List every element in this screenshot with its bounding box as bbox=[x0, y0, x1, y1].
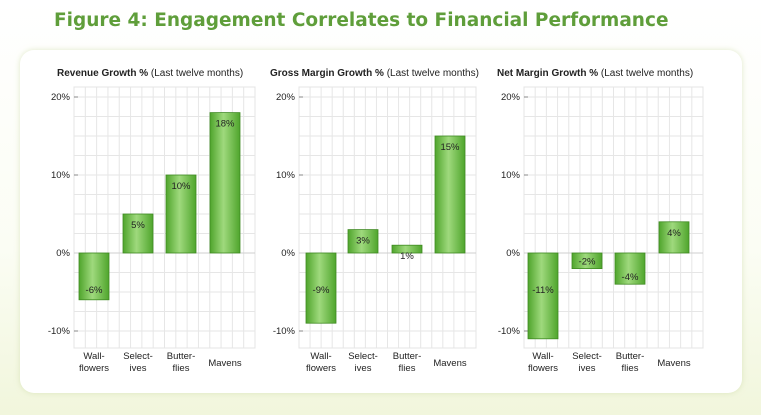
data-label: -6% bbox=[86, 285, 103, 296]
y-tick-label: 10% bbox=[501, 170, 521, 181]
data-label: -2% bbox=[579, 257, 596, 268]
chart-title-rest: (Last twelve months) bbox=[601, 68, 693, 79]
data-label: 5% bbox=[131, 220, 145, 231]
data-label: 18% bbox=[215, 119, 235, 130]
category-label: Wall- bbox=[310, 351, 331, 362]
bar bbox=[434, 135, 466, 254]
bar bbox=[527, 252, 559, 340]
data-label: 10% bbox=[171, 181, 191, 192]
y-tick-label: -10% bbox=[273, 326, 296, 337]
bar bbox=[305, 252, 337, 324]
y-tick-label: 0% bbox=[281, 248, 295, 259]
category-label: flowers bbox=[306, 363, 336, 374]
category-label: Select- bbox=[123, 351, 153, 362]
category-label: Mavens bbox=[208, 358, 242, 369]
chart-title: Net Margin Growth % (Last twelve months) bbox=[497, 68, 693, 79]
y-tick-label: 20% bbox=[51, 92, 71, 103]
bar bbox=[391, 244, 423, 254]
bar bbox=[165, 174, 197, 254]
data-label: 4% bbox=[667, 228, 681, 239]
chart-title-rest: (Last twelve months) bbox=[151, 68, 243, 79]
category-label: flowers bbox=[79, 363, 109, 374]
y-tick-label: 20% bbox=[276, 92, 296, 103]
category-label: Butter- bbox=[616, 351, 645, 362]
chart-panel-3: Net Margin Growth % (Last twelve months)… bbox=[497, 68, 704, 374]
category-label: Wall- bbox=[83, 351, 104, 362]
category-label: ives bbox=[130, 363, 147, 374]
bar bbox=[658, 221, 690, 254]
figure-title: Figure 4: Engagement Correlates to Finan… bbox=[54, 10, 669, 31]
data-label: -4% bbox=[622, 272, 639, 283]
category-label: Butter- bbox=[393, 351, 422, 362]
category-label: Butter- bbox=[167, 351, 196, 362]
data-label: 3% bbox=[356, 236, 370, 247]
bar bbox=[571, 252, 603, 270]
chart-title-rest: (Last twelve months) bbox=[387, 68, 479, 79]
category-label: flies bbox=[622, 363, 639, 374]
category-label: flies bbox=[399, 363, 416, 374]
y-tick-label: 0% bbox=[506, 248, 520, 259]
category-label: ives bbox=[355, 363, 372, 374]
y-tick-label: -10% bbox=[48, 326, 71, 337]
chart-title: Revenue Growth % (Last twelve months) bbox=[57, 68, 243, 79]
bar bbox=[347, 229, 379, 254]
bar bbox=[209, 112, 241, 254]
data-label: 15% bbox=[440, 142, 460, 153]
category-label: flowers bbox=[528, 363, 558, 374]
y-tick-label: 20% bbox=[501, 92, 521, 103]
bar bbox=[122, 213, 154, 254]
data-label: -9% bbox=[313, 285, 330, 296]
y-tick-label: 10% bbox=[276, 170, 296, 181]
y-tick-label: 0% bbox=[56, 248, 70, 259]
chart-title-bold: Gross Margin Growth % bbox=[270, 68, 387, 79]
chart-title: Gross Margin Growth % (Last twelve month… bbox=[270, 68, 479, 79]
chart-title-bold: Net Margin Growth % bbox=[497, 68, 601, 79]
chart-title-bold: Revenue Growth % bbox=[57, 68, 151, 79]
category-label: Mavens bbox=[433, 358, 467, 369]
chart-panel-1: Revenue Growth % (Last twelve months) 20%… bbox=[48, 68, 256, 374]
category-label: ives bbox=[579, 363, 596, 374]
category-label: Wall- bbox=[532, 351, 553, 362]
chart-panel-2: Gross Margin Growth % (Last twelve month… bbox=[270, 68, 479, 374]
bar bbox=[614, 252, 646, 285]
y-tick-label: 10% bbox=[51, 170, 71, 181]
category-label: Mavens bbox=[657, 358, 691, 369]
data-label: -11% bbox=[532, 285, 554, 296]
category-label: Select- bbox=[348, 351, 378, 362]
bar bbox=[78, 252, 110, 301]
category-label: Select- bbox=[572, 351, 602, 362]
category-label: flies bbox=[173, 363, 190, 374]
y-tick-label: -10% bbox=[498, 326, 521, 337]
data-label: 1% bbox=[400, 251, 414, 262]
